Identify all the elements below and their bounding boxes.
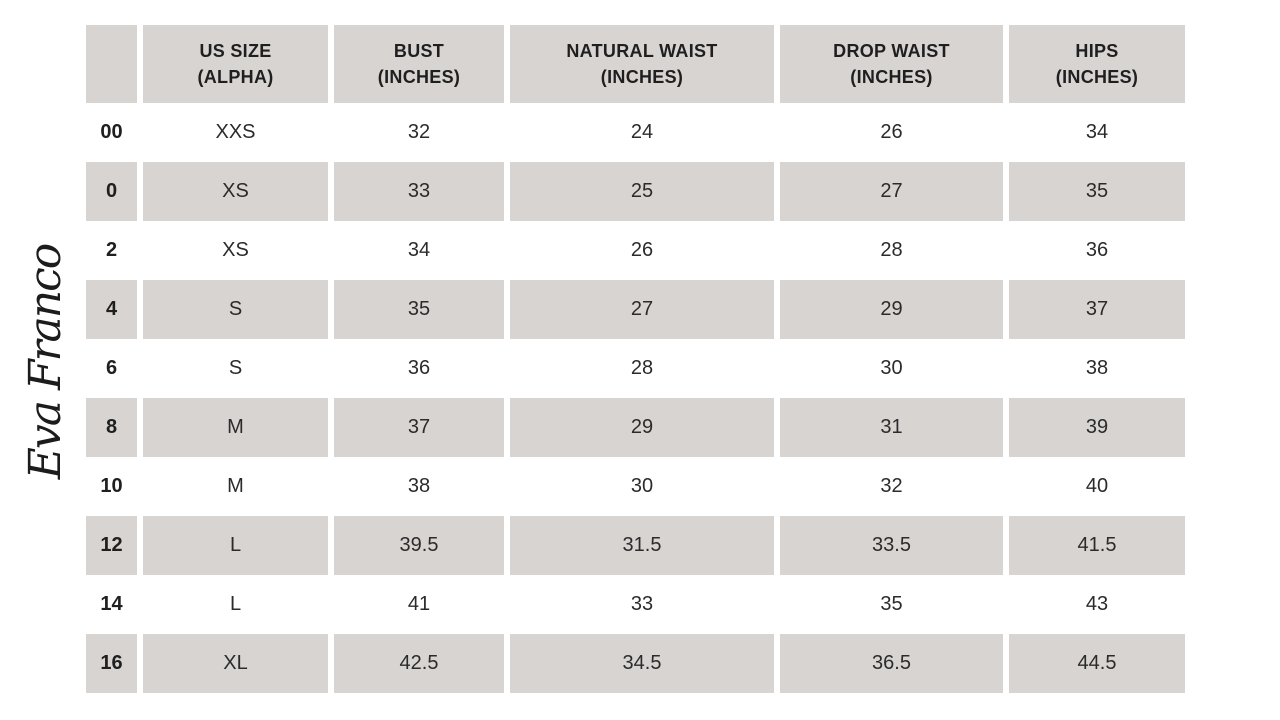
us-size-cell: 10 bbox=[86, 457, 137, 516]
measurement-cell: 25 bbox=[510, 162, 774, 221]
size-chart-table: US SIZE (ALPHA) BUST (INCHES) NATURAL WAIS… bbox=[80, 25, 1191, 693]
us-size-cell: 16 bbox=[86, 634, 137, 693]
measurement-cell: 31 bbox=[780, 398, 1003, 457]
measurement-cell: 28 bbox=[510, 339, 774, 398]
us-size-cell: 0 bbox=[86, 162, 137, 221]
measurement-cell: 35 bbox=[334, 280, 504, 339]
measurement-cell: XL bbox=[143, 634, 328, 693]
us-size-cell: 2 bbox=[86, 221, 137, 280]
us-size-cell: 12 bbox=[86, 516, 137, 575]
measurement-cell: M bbox=[143, 457, 328, 516]
measurement-cell: 29 bbox=[780, 280, 1003, 339]
measurement-cell: 41.5 bbox=[1009, 516, 1185, 575]
column-header: US SIZE (ALPHA) bbox=[143, 25, 328, 103]
measurement-cell: 35 bbox=[1009, 162, 1185, 221]
measurement-cell: 41 bbox=[334, 575, 504, 634]
column-header: NATURAL WAIST (INCHES) bbox=[510, 25, 774, 103]
table-row: 6 S 36 28 30 38 bbox=[86, 339, 1185, 398]
measurement-cell: S bbox=[143, 339, 328, 398]
table-row: 16 XL 42.5 34.5 36.5 44.5 bbox=[86, 634, 1185, 693]
measurement-cell: 36.5 bbox=[780, 634, 1003, 693]
table-row: 12 L 39.5 31.5 33.5 41.5 bbox=[86, 516, 1185, 575]
measurement-cell: 32 bbox=[780, 457, 1003, 516]
table-row: 10 M 38 30 32 40 bbox=[86, 457, 1185, 516]
measurement-cell: 44.5 bbox=[1009, 634, 1185, 693]
brand-logo-text: Eva Franco bbox=[19, 244, 71, 480]
column-header: DROP WAIST (INCHES) bbox=[780, 25, 1003, 103]
measurement-cell: 26 bbox=[780, 103, 1003, 162]
measurement-cell: XS bbox=[143, 162, 328, 221]
measurement-cell: 24 bbox=[510, 103, 774, 162]
measurement-cell: 38 bbox=[334, 457, 504, 516]
measurement-cell: 26 bbox=[510, 221, 774, 280]
us-size-cell: 14 bbox=[86, 575, 137, 634]
table-row: 2 XS 34 26 28 36 bbox=[86, 221, 1185, 280]
measurement-cell: L bbox=[143, 516, 328, 575]
measurement-cell: 30 bbox=[780, 339, 1003, 398]
table-row: 14 L 41 33 35 43 bbox=[86, 575, 1185, 634]
measurement-cell: 33.5 bbox=[780, 516, 1003, 575]
measurement-cell: 36 bbox=[1009, 221, 1185, 280]
table-row: 8 M 37 29 31 39 bbox=[86, 398, 1185, 457]
column-header: BUST (INCHES) bbox=[334, 25, 504, 103]
measurement-cell: 34 bbox=[1009, 103, 1185, 162]
column-header: HIPS (INCHES) bbox=[1009, 25, 1185, 103]
table-row: 00 XXS 32 24 26 34 bbox=[86, 103, 1185, 162]
measurement-cell: 31.5 bbox=[510, 516, 774, 575]
measurement-cell: 37 bbox=[1009, 280, 1185, 339]
header-row: US SIZE (ALPHA) BUST (INCHES) NATURAL WAIS… bbox=[86, 25, 1185, 103]
measurement-cell: 29 bbox=[510, 398, 774, 457]
brand-logo: Eva Franco bbox=[15, 202, 75, 522]
measurement-cell: 27 bbox=[780, 162, 1003, 221]
measurement-cell: 39.5 bbox=[334, 516, 504, 575]
measurement-cell: 39 bbox=[1009, 398, 1185, 457]
measurement-cell: S bbox=[143, 280, 328, 339]
measurement-cell: M bbox=[143, 398, 328, 457]
measurement-cell: 36 bbox=[334, 339, 504, 398]
measurement-cell: XXS bbox=[143, 103, 328, 162]
measurement-cell: 27 bbox=[510, 280, 774, 339]
measurement-cell: 40 bbox=[1009, 457, 1185, 516]
us-size-cell: 00 bbox=[86, 103, 137, 162]
measurement-cell: L bbox=[143, 575, 328, 634]
measurement-cell: 35 bbox=[780, 575, 1003, 634]
us-size-cell: 4 bbox=[86, 280, 137, 339]
table-row: 4 S 35 27 29 37 bbox=[86, 280, 1185, 339]
measurement-cell: 42.5 bbox=[334, 634, 504, 693]
measurement-cell: 30 bbox=[510, 457, 774, 516]
table-row: 0 XS 33 25 27 35 bbox=[86, 162, 1185, 221]
measurement-cell: 28 bbox=[780, 221, 1003, 280]
us-size-cell: 8 bbox=[86, 398, 137, 457]
measurement-cell: 34 bbox=[334, 221, 504, 280]
measurement-cell: XS bbox=[143, 221, 328, 280]
measurement-cell: 32 bbox=[334, 103, 504, 162]
us-size-cell: 6 bbox=[86, 339, 137, 398]
corner-header-cell bbox=[86, 25, 137, 103]
table-body: 00 XXS 32 24 26 34 0 XS 33 25 27 35 2 XS 34 26 28 36 4 S 35 2… bbox=[86, 103, 1185, 693]
measurement-cell: 34.5 bbox=[510, 634, 774, 693]
measurement-cell: 43 bbox=[1009, 575, 1185, 634]
measurement-cell: 38 bbox=[1009, 339, 1185, 398]
measurement-cell: 37 bbox=[334, 398, 504, 457]
measurement-cell: 33 bbox=[510, 575, 774, 634]
measurement-cell: 33 bbox=[334, 162, 504, 221]
